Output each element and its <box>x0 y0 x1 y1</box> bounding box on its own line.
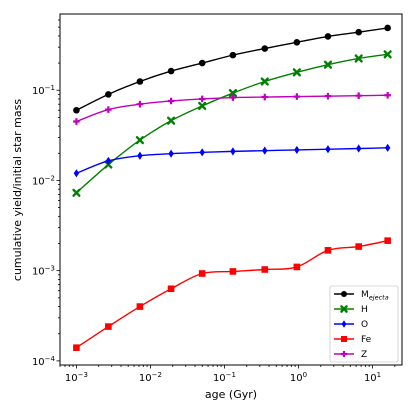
x-tick-label: 10−3 <box>65 371 88 384</box>
data-point-z <box>105 106 112 113</box>
legend-item-h: H <box>334 305 368 315</box>
data-point-o <box>325 145 331 154</box>
data-point-z <box>167 97 175 105</box>
series-mej <box>73 24 391 114</box>
data-point-o <box>73 169 80 178</box>
legend-label-o: O <box>361 320 368 330</box>
legend-item-z: Z <box>334 350 367 360</box>
legend-box <box>329 285 399 363</box>
data-point-h <box>354 54 363 63</box>
series-layer <box>72 24 392 351</box>
data-point-fe <box>355 243 362 250</box>
data-point-mej <box>198 59 206 67</box>
data-point-h <box>166 116 176 125</box>
data-point-fe <box>167 285 175 293</box>
legend-label-h: H <box>361 305 368 315</box>
data-point-h <box>72 188 81 197</box>
legend-item-mej: Mejecta <box>334 290 389 302</box>
y-axis-label: cumulative yield/initial star mass <box>11 99 24 281</box>
data-point-mej <box>261 45 269 52</box>
data-point-fe <box>229 268 237 275</box>
legend-marker-z <box>341 351 347 357</box>
data-point-fe <box>261 266 269 273</box>
data-point-fe <box>384 237 391 244</box>
data-point-fe <box>198 270 206 277</box>
data-point-o <box>105 156 112 165</box>
x-axis-label: age (Gyr) <box>205 388 257 401</box>
data-point-z <box>324 92 332 100</box>
data-point-mej <box>384 24 391 32</box>
data-point-z <box>198 95 206 103</box>
data-point-o <box>262 146 268 155</box>
data-point-z <box>293 93 301 100</box>
data-point-z <box>355 92 362 99</box>
data-point-o <box>230 147 236 156</box>
data-point-h <box>323 60 333 69</box>
data-point-h <box>260 77 269 86</box>
data-point-z <box>229 94 237 101</box>
series-h <box>72 50 392 197</box>
legend-label-mej: Mejecta <box>361 290 389 302</box>
data-point-fe <box>73 344 80 351</box>
data-point-mej <box>229 51 237 59</box>
y-tick-label: 10−2 <box>32 174 55 187</box>
data-point-fe <box>324 247 332 254</box>
data-point-mej <box>293 38 301 46</box>
legend-marker-mej <box>341 291 347 297</box>
x-tick-label: 100 <box>290 371 307 384</box>
data-point-o <box>355 144 362 153</box>
data-point-fe <box>293 263 301 271</box>
data-point-mej <box>136 78 144 85</box>
data-point-h <box>383 50 392 59</box>
data-point-o <box>137 151 143 160</box>
legend-label-z: Z <box>361 350 367 360</box>
data-point-h <box>135 136 144 145</box>
data-point-mej <box>324 33 332 40</box>
series-o <box>73 143 391 178</box>
legend: Mejecta HO Fe Z <box>329 285 399 363</box>
legend-marker-h <box>340 305 348 313</box>
series-fe <box>73 237 391 351</box>
data-point-z <box>73 118 80 125</box>
data-point-z <box>136 100 144 108</box>
data-point-mej <box>105 91 112 98</box>
x-tick-label: 101 <box>364 371 381 384</box>
data-point-z <box>261 93 269 101</box>
y-tick-label: 10−4 <box>32 355 56 368</box>
data-point-fe <box>105 323 112 330</box>
data-point-mej <box>355 28 362 36</box>
data-point-mej <box>167 67 175 75</box>
legend-marker-o <box>341 320 347 328</box>
data-point-o <box>168 149 174 158</box>
data-point-fe <box>136 303 144 310</box>
legend-label-fe: Fe <box>361 335 372 345</box>
data-point-z <box>384 91 391 99</box>
y-tick-label: 10−1 <box>32 84 55 97</box>
legend-item-o: O <box>334 320 368 330</box>
legend-item-fe: Fe <box>334 335 372 345</box>
x-tick-label: 10−2 <box>139 371 162 384</box>
data-point-o <box>199 148 205 157</box>
y-tick-label: 10−3 <box>32 265 55 278</box>
data-point-o <box>294 145 300 155</box>
series-z <box>73 91 391 125</box>
data-point-h <box>292 68 301 77</box>
ticks-layer: 10−3 10−2 10−1 100 101 10−4 10−3 10−2 10−1 <box>32 19 396 384</box>
data-point-h <box>228 88 238 98</box>
legend-marker-fe <box>341 336 347 342</box>
data-point-mej <box>73 106 80 114</box>
data-point-h <box>198 101 207 111</box>
x-tick-label: 10−1 <box>213 371 236 384</box>
data-point-o <box>384 143 391 152</box>
